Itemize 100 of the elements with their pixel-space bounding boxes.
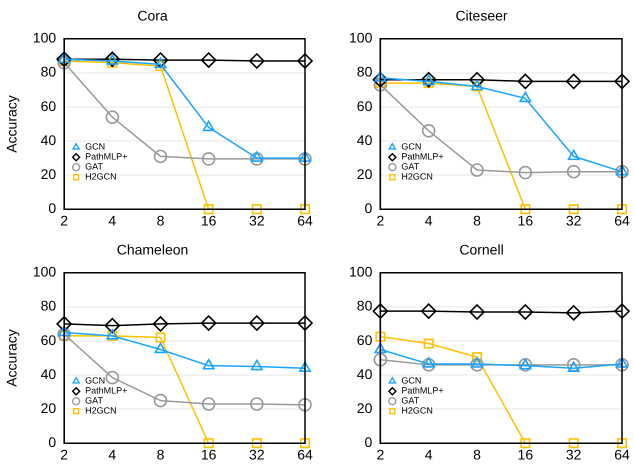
point (298, 152, 312, 166)
point (422, 124, 436, 138)
legend-label: H2GCN (85, 172, 117, 182)
point (298, 398, 312, 412)
point (297, 53, 313, 69)
y-tick-label: 20 (356, 400, 373, 416)
y-tick-label: 100 (32, 30, 56, 46)
point (616, 164, 628, 176)
x-tick-label: 16 (518, 446, 534, 462)
point (374, 352, 388, 367)
point (154, 394, 168, 408)
x-tick-label: 2 (376, 212, 384, 228)
legend-label: GCN (401, 376, 422, 386)
point (568, 150, 580, 160)
point (106, 110, 120, 124)
x-tick-label: 8 (156, 446, 165, 462)
point (469, 304, 485, 320)
point (614, 74, 630, 90)
point (566, 358, 580, 372)
x-tick-label: 32 (249, 446, 265, 462)
x-tick-label: 64 (614, 212, 630, 228)
point (202, 397, 216, 411)
point (249, 53, 265, 69)
point (56, 51, 72, 68)
point (297, 315, 313, 331)
legend-label: GAT (85, 396, 104, 406)
x-tick-label: 4 (424, 212, 433, 228)
legend-label: GAT (85, 162, 104, 172)
legend-label: PathMLP+ (401, 152, 444, 162)
point (300, 204, 310, 214)
point (470, 358, 484, 372)
point (202, 152, 216, 166)
point (422, 357, 435, 368)
y-axis-title: Accuracy (3, 329, 20, 387)
x-tick-label: 32 (566, 446, 582, 462)
x-tick-label: 4 (424, 446, 433, 462)
x-tick-label: 16 (518, 212, 534, 228)
point (106, 370, 120, 384)
point (520, 438, 530, 448)
point (152, 316, 168, 332)
y-tick-label: 80 (356, 64, 373, 80)
y-tick-label: 0 (364, 200, 373, 216)
point (300, 438, 310, 448)
y-tick-label: 20 (356, 166, 373, 182)
point (249, 315, 265, 331)
y-tick-label: 40 (356, 366, 373, 382)
point (200, 315, 216, 331)
legend-label: H2GCN (401, 172, 433, 182)
legend-label: GCN (401, 142, 422, 152)
point (299, 361, 311, 372)
legend-label: GCN (85, 142, 106, 152)
y-axis-title: Accuracy (3, 95, 20, 153)
point (519, 92, 532, 102)
legend-label: GAT (401, 396, 420, 406)
point (58, 52, 70, 64)
x-tick-label: 32 (566, 212, 582, 228)
point (518, 304, 534, 320)
point (615, 164, 629, 179)
legend-label: GCN (85, 376, 106, 386)
point (152, 52, 168, 68)
y-tick-label: 20 (40, 166, 56, 182)
chart-title: Cora (137, 7, 168, 24)
x-tick-label: 16 (200, 446, 217, 462)
point (470, 163, 484, 177)
y-tick-label: 0 (364, 434, 373, 450)
point (57, 56, 71, 70)
point (155, 61, 166, 72)
point (422, 358, 436, 372)
y-tick-label: 100 (349, 30, 373, 46)
y-tick-label: 20 (40, 400, 56, 416)
x-tick-label: 32 (249, 212, 265, 228)
point (568, 438, 579, 448)
point (372, 72, 388, 88)
chart-title: Chameleon (116, 241, 188, 258)
x-tick-label: 64 (614, 446, 630, 462)
x-tick-label: 2 (376, 446, 384, 462)
legend-label: H2GCN (401, 406, 433, 416)
x-tick-label: 4 (108, 212, 116, 228)
y-tick-label: 80 (40, 64, 56, 80)
x-tick-label: 2 (60, 446, 68, 462)
point (471, 357, 484, 368)
point (616, 204, 628, 214)
chart-title: Citeseer (455, 7, 508, 24)
y-tick-label: 0 (48, 434, 56, 450)
point (154, 342, 166, 354)
y-tick-label: 100 (32, 264, 56, 280)
point (374, 342, 386, 354)
point (566, 74, 582, 90)
x-tick-label: 2 (60, 212, 68, 228)
y-tick-label: 100 (349, 264, 373, 280)
point (204, 438, 214, 448)
y-tick-label: 80 (356, 298, 373, 314)
point (616, 357, 628, 368)
point (375, 332, 386, 342)
legend-label: GAT (401, 162, 420, 172)
point (472, 352, 482, 362)
x-tick-label: 4 (108, 446, 116, 462)
point (155, 332, 166, 343)
point (566, 305, 582, 321)
y-tick-label: 40 (356, 132, 373, 148)
